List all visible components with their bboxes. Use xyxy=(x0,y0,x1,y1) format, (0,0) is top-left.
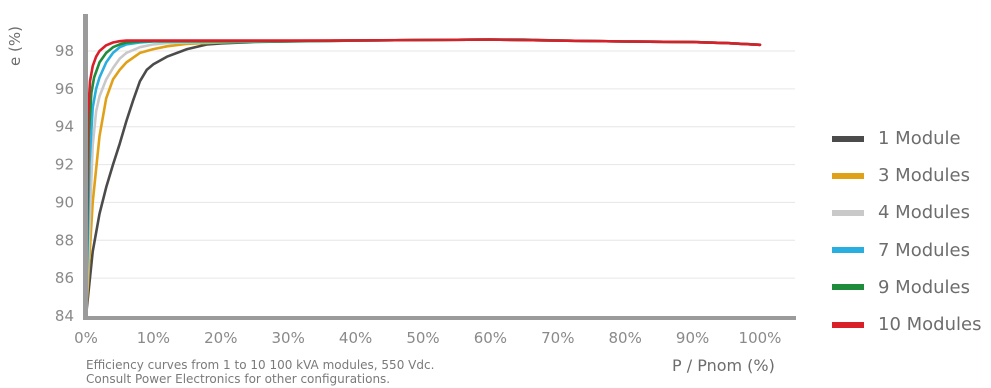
legend-item: 7 Modules xyxy=(832,232,981,269)
chart-caption: Efficiency curves from 1 to 10 100 kVA m… xyxy=(86,358,434,386)
legend-item: 1 Module xyxy=(832,120,981,157)
x-tick-label: 0% xyxy=(74,329,98,347)
y-tick-labels: 84 86 88 90 92 94 96 98 xyxy=(55,42,74,325)
x-tick-label: 60% xyxy=(474,329,507,347)
axes xyxy=(83,14,796,320)
legend-swatch xyxy=(832,172,864,179)
series-line-4-modules xyxy=(84,38,762,318)
series-line-7-modules xyxy=(84,38,762,318)
y-tick-label: 86 xyxy=(55,269,74,287)
series-line-10-modules xyxy=(84,38,762,318)
x-tick-label: 20% xyxy=(204,329,237,347)
x-tick-label: 90% xyxy=(676,329,709,347)
legend: 1 Module 3 Modules 4 Modules 7 Modules 9 Mod… xyxy=(832,120,981,343)
y-tick-label: 94 xyxy=(55,118,74,136)
legend-item: 4 Modules xyxy=(832,194,981,231)
legend-item: 9 Modules xyxy=(832,269,981,306)
legend-swatch xyxy=(832,321,864,328)
legend-swatch xyxy=(832,284,864,291)
y-tick-label: 92 xyxy=(55,156,74,174)
legend-label: 7 Modules xyxy=(878,239,971,261)
gridlines xyxy=(86,50,795,279)
x-tick-label: 30% xyxy=(272,329,305,347)
y-axis-label: e (%) xyxy=(6,26,24,66)
legend-label: 4 Modules xyxy=(878,202,971,224)
series-line-3-modules xyxy=(84,38,762,318)
x-tick-label: 50% xyxy=(406,329,439,347)
y-tick-label: 96 xyxy=(55,80,74,98)
x-tick-label: 80% xyxy=(609,329,642,347)
series-line-9-modules xyxy=(84,38,762,318)
x-tick-label: 70% xyxy=(541,329,574,347)
y-axis-line xyxy=(83,14,88,319)
legend-label: 10 Modules xyxy=(878,314,982,336)
x-tick-labels: 0% 10% 20% 30% 40% 50% 60% 70% 80% 90% 100% xyxy=(74,329,781,347)
caption-line-2: Consult Power Electronics for other conf… xyxy=(86,372,391,386)
x-tick-label: 10% xyxy=(137,329,170,347)
legend-label: 3 Modules xyxy=(878,165,971,187)
series-lines xyxy=(84,38,762,318)
y-tick-label: 88 xyxy=(55,231,74,249)
legend-label: 9 Modules xyxy=(878,276,971,298)
series-line-1-module xyxy=(84,38,762,318)
x-axis-label: P / Pnom (%) xyxy=(672,356,775,375)
x-tick-label: 100% xyxy=(739,329,782,347)
legend-swatch xyxy=(832,247,864,254)
legend-swatch xyxy=(832,209,864,216)
y-tick-label: 98 xyxy=(55,42,74,60)
caption-line-1: Efficiency curves from 1 to 10 100 kVA m… xyxy=(86,358,435,372)
x-tick-label: 40% xyxy=(339,329,372,347)
legend-label: 1 Module xyxy=(878,128,961,150)
legend-item: 3 Modules xyxy=(832,157,981,194)
legend-item: 10 Modules xyxy=(832,306,981,343)
x-axis-line xyxy=(83,316,796,320)
legend-swatch xyxy=(832,135,864,142)
y-tick-label: 84 xyxy=(55,307,74,325)
y-tick-label: 90 xyxy=(55,193,74,211)
